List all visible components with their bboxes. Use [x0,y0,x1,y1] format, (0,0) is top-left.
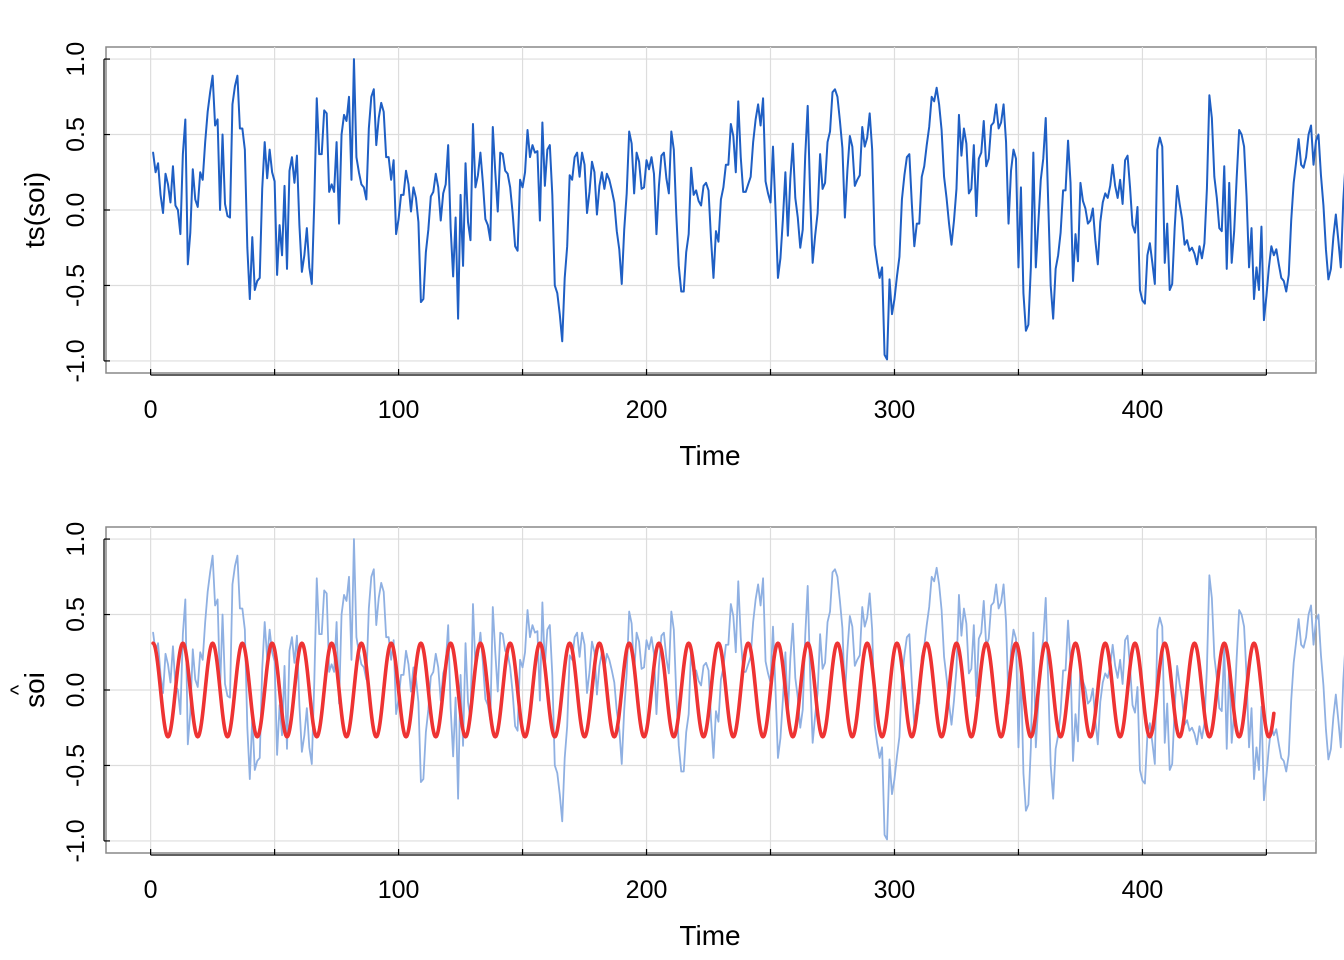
top-x-tick-label: 0 [144,396,158,424]
bottom-y-tick-label: 1.0 [62,522,90,557]
top-chart: 0 100 200 300 400 -1.0 -0.5 0.0 0.5 1.0 Time ts(… [19,42,1344,471]
bottom-y-tick-label: 0.0 [62,673,90,708]
bottom-y-axis-title-hat: ^ [6,684,31,695]
bottom-x-tick-label: 200 [626,876,668,904]
top-x-axis-title: Time [679,440,740,471]
bottom-series-line [152,538,1344,841]
top-y-tick-label: 0.5 [62,117,90,152]
bottom-x-axis: 0 100 200 300 400 [144,849,1268,904]
bottom-x-axis-title: Time [679,920,740,951]
bottom-chart: 0 100 200 300 400 -1.0 -0.5 0.0 0.5 1.0 Time soi… [6,522,1344,951]
top-y-axis-title: ts(soi) [19,172,50,248]
bottom-x-tick-label: 300 [874,876,916,904]
top-grid [106,47,1316,373]
bottom-series-group [151,538,1344,841]
top-y-tick-label: 1.0 [62,42,90,77]
top-x-tick-label: 100 [378,396,420,424]
top-x-tick-label: 400 [1122,396,1164,424]
bottom-y-axis-title: soi [19,672,50,708]
top-series-line [152,58,1344,361]
top-y-axis: -1.0 -0.5 0.0 0.5 1.0 [62,42,110,382]
bottom-y-tick-label: 0.5 [62,597,90,632]
top-x-axis: 0 100 200 300 400 [144,369,1268,424]
bottom-y-tick-label: -1.0 [62,819,90,862]
top-y-tick-label: -0.5 [62,264,90,307]
top-y-tick-label: -1.0 [62,339,90,382]
bottom-y-axis: -1.0 -0.5 0.0 0.5 1.0 [62,522,110,862]
top-series-group [152,58,1344,361]
bottom-fitted-line [151,641,1276,739]
bottom-y-tick-label: -0.5 [62,744,90,787]
top-x-tick-label: 200 [626,396,668,424]
bottom-x-tick-label: 100 [378,876,420,904]
bottom-x-tick-label: 0 [144,876,158,904]
top-x-tick-label: 300 [874,396,916,424]
top-y-tick-label: 0.0 [62,193,90,228]
bottom-x-tick-label: 400 [1122,876,1164,904]
